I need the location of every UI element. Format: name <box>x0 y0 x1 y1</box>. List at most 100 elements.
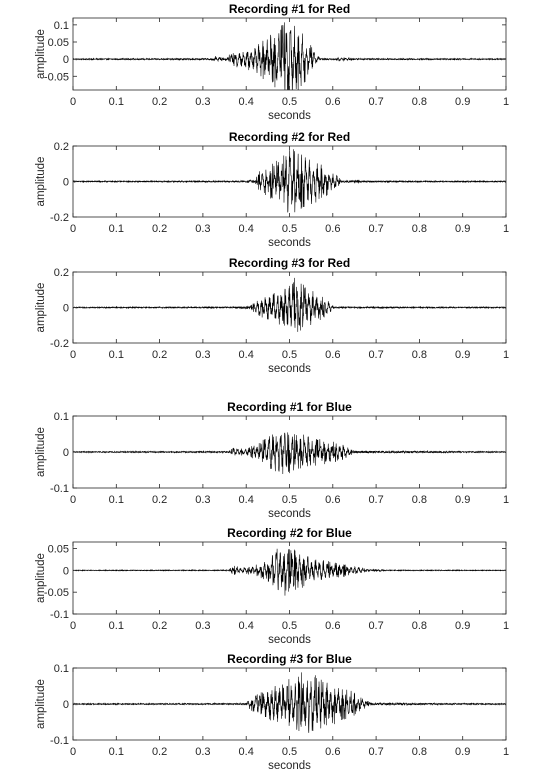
chart-title: Recording #2 for Blue <box>227 526 352 540</box>
x-tick-label: 0 <box>70 349 76 361</box>
x-tick-label: 0.1 <box>109 349 124 361</box>
x-tick-label: 0.7 <box>368 349 383 361</box>
x-tick-label: 0.1 <box>109 620 124 632</box>
x-tick-label: 0.1 <box>109 494 124 506</box>
x-tick-label: 0.5 <box>282 746 297 758</box>
chart-title: Recording #1 for Blue <box>227 400 352 414</box>
y-axis-label: amplitude <box>35 283 47 333</box>
x-tick-label: 0.8 <box>412 620 427 632</box>
y-tick-label: -0.2 <box>50 338 69 350</box>
x-tick-label: 1 <box>503 349 509 361</box>
x-tick-label: 0.9 <box>455 349 470 361</box>
y-tick-label: 0.2 <box>54 267 69 279</box>
y-tick-label: 0 <box>63 565 69 577</box>
x-tick-label: 0.9 <box>455 746 470 758</box>
y-tick-label: 0 <box>63 699 69 711</box>
y-tick-label: 0.05 <box>48 37 69 49</box>
x-tick-label: 0.4 <box>239 96 254 108</box>
waveform-series-line <box>73 432 506 474</box>
x-axis-label: seconds <box>268 237 311 249</box>
y-axis-label: amplitude <box>35 553 47 603</box>
waveform-series-line <box>73 149 506 213</box>
y-tick-label: 0.2 <box>54 141 69 153</box>
x-tick-label: 0.7 <box>368 494 383 506</box>
x-tick-label: 0.9 <box>455 223 470 235</box>
y-tick-label: 0 <box>63 303 69 315</box>
x-tick-label: 1 <box>503 620 509 632</box>
y-tick-label: 0 <box>63 54 69 66</box>
x-tick-label: 0.5 <box>282 96 297 108</box>
x-tick-label: 0.5 <box>282 223 297 235</box>
x-tick-label: 0.1 <box>109 223 124 235</box>
x-tick-label: 0.2 <box>152 494 167 506</box>
x-tick-label: 0 <box>70 96 76 108</box>
chart-panel-3: 0 0.1 0.2 0.3 0.4 0.5 0.6 0.7 0.8 0.9 10.20-0.2Rec… <box>35 256 509 375</box>
x-tick-label: 0.4 <box>239 746 254 758</box>
x-tick-label: 0.3 <box>195 494 210 506</box>
y-tick-label: 0 <box>63 447 69 459</box>
x-tick-label: 0.6 <box>325 223 340 235</box>
x-tick-label: 0.4 <box>239 620 254 632</box>
x-axis-label: seconds <box>268 363 311 375</box>
x-tick-label: 0.7 <box>368 746 383 758</box>
x-tick-label: 0.9 <box>455 96 470 108</box>
x-tick-label: 0.2 <box>152 223 167 235</box>
x-tick-label: 0.6 <box>325 746 340 758</box>
x-tick-label: 0.1 <box>109 96 124 108</box>
x-tick-label: 0.3 <box>195 620 210 632</box>
y-tick-label: -0.2 <box>50 212 69 224</box>
x-axis-label: seconds <box>268 634 311 646</box>
chart-title: Recording #3 for Red <box>229 256 350 270</box>
x-axis-label: seconds <box>268 110 311 122</box>
x-tick-label: 0.7 <box>368 96 383 108</box>
x-tick-label: 1 <box>503 223 509 235</box>
x-tick-label: 0.4 <box>239 349 254 361</box>
waveform-series-line <box>73 548 506 596</box>
x-tick-label: 0.6 <box>325 349 340 361</box>
x-tick-label: 0.3 <box>195 349 210 361</box>
y-tick-label: -0.1 <box>50 483 69 495</box>
x-tick-label: 0.5 <box>282 349 297 361</box>
chart-panel-6: 0 0.1 0.2 0.3 0.4 0.5 0.6 0.7 0.8 0.9 10.10-0.1Rec… <box>35 652 509 772</box>
x-tick-label: 0.4 <box>239 494 254 506</box>
x-tick-label: 0.6 <box>325 620 340 632</box>
y-tick-label: 0.1 <box>54 20 69 32</box>
x-tick-label: 0.2 <box>152 620 167 632</box>
y-tick-label: 0.1 <box>54 411 69 423</box>
x-tick-label: 0.8 <box>412 96 427 108</box>
x-tick-label: 0.3 <box>195 223 210 235</box>
x-tick-label: 0.8 <box>412 349 427 361</box>
chart-title: Recording #1 for Red <box>229 2 350 16</box>
x-tick-label: 0.8 <box>412 494 427 506</box>
x-axis-label: seconds <box>268 508 311 520</box>
x-tick-label: 0 <box>70 223 76 235</box>
y-tick-label: 0 <box>63 177 69 189</box>
x-tick-label: 0.3 <box>195 96 210 108</box>
x-tick-label: 0.8 <box>412 746 427 758</box>
x-tick-label: 0.9 <box>455 620 470 632</box>
x-tick-label: 0.1 <box>109 746 124 758</box>
x-axis-label: seconds <box>268 760 311 772</box>
x-tick-label: 1 <box>503 746 509 758</box>
x-tick-label: 0.4 <box>239 223 254 235</box>
x-tick-label: 0 <box>70 620 76 632</box>
y-tick-label: -0.05 <box>44 587 69 599</box>
waveform-series-line <box>73 277 506 332</box>
chart-panel-5: 0 0.1 0.2 0.3 0.4 0.5 0.6 0.7 0.8 0.9 1 0.05 0 -0.05 -… <box>35 526 509 646</box>
x-tick-label: 0.2 <box>152 96 167 108</box>
x-tick-label: 0.7 <box>368 223 383 235</box>
y-axis-label: amplitude <box>35 157 47 207</box>
x-tick-label: 0.9 <box>455 494 470 506</box>
chart-panel-1: 0 0.1 0.2 0.3 0.4 0.5 0.6 0.7 0.8 0.9 1 0.1 0.05 0 -0.… <box>35 2 509 122</box>
x-tick-label: 1 <box>503 494 509 506</box>
y-tick-label: -0.1 <box>50 735 69 747</box>
x-tick-label: 1 <box>503 96 509 108</box>
x-tick-label: 0.5 <box>282 494 297 506</box>
y-axis-label: amplitude <box>35 29 47 79</box>
y-axis-label: amplitude <box>35 679 47 729</box>
chart-title: Recording #3 for Blue <box>227 652 352 666</box>
y-tick-label: 0.1 <box>54 663 69 675</box>
chart-panel-2: 0 0.1 0.2 0.3 0.4 0.5 0.6 0.7 0.8 0.9 10.20-0.2Rec… <box>35 130 509 249</box>
y-tick-label: -0.1 <box>50 609 69 621</box>
